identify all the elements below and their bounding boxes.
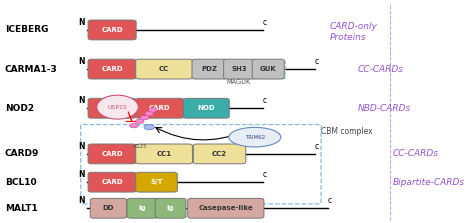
FancyBboxPatch shape: [252, 59, 284, 79]
Text: NBD-CARDs: NBD-CARDs: [358, 104, 411, 113]
Text: NOD: NOD: [198, 105, 215, 111]
FancyBboxPatch shape: [224, 59, 255, 79]
Text: GUK: GUK: [260, 66, 277, 72]
Text: N: N: [78, 142, 85, 151]
Text: SH3: SH3: [232, 66, 247, 72]
Circle shape: [148, 108, 157, 112]
Text: CC: CC: [159, 66, 169, 72]
Text: USP15: USP15: [108, 105, 128, 110]
Text: S/T: S/T: [150, 179, 163, 185]
Text: MAGUK: MAGUK: [226, 79, 250, 85]
FancyBboxPatch shape: [88, 98, 136, 118]
Text: MALT1: MALT1: [5, 204, 38, 213]
Text: PDZ: PDZ: [201, 66, 218, 72]
Text: CC1: CC1: [156, 151, 172, 157]
FancyBboxPatch shape: [88, 59, 136, 79]
FancyBboxPatch shape: [155, 198, 186, 218]
FancyBboxPatch shape: [183, 98, 229, 118]
Text: BCL10: BCL10: [5, 178, 36, 187]
Ellipse shape: [97, 95, 138, 119]
Text: Casepase-like: Casepase-like: [199, 205, 253, 211]
Text: CARD: CARD: [101, 151, 123, 157]
Text: Ig: Ig: [167, 205, 174, 211]
Text: CARD: CARD: [149, 105, 171, 111]
Text: CARD9: CARD9: [5, 149, 39, 158]
Text: N: N: [78, 170, 85, 179]
FancyBboxPatch shape: [136, 98, 184, 118]
Text: c: c: [328, 196, 332, 205]
FancyBboxPatch shape: [127, 198, 158, 218]
Text: ICEBERG: ICEBERG: [5, 25, 48, 35]
Text: CARD: CARD: [101, 105, 123, 111]
FancyBboxPatch shape: [193, 144, 246, 164]
Text: CBM complex: CBM complex: [321, 127, 373, 136]
Text: c: c: [263, 96, 267, 105]
FancyBboxPatch shape: [136, 144, 192, 164]
Circle shape: [144, 125, 155, 130]
Text: c: c: [315, 57, 319, 66]
Text: Ig: Ig: [138, 205, 146, 211]
Text: c: c: [263, 18, 267, 27]
Text: NOD2: NOD2: [5, 104, 34, 113]
FancyBboxPatch shape: [90, 198, 127, 218]
Text: CARMA1-3: CARMA1-3: [5, 65, 58, 74]
Text: N: N: [78, 96, 85, 105]
FancyBboxPatch shape: [188, 198, 264, 218]
Text: N: N: [78, 196, 85, 205]
Text: CARD-only
Proteins: CARD-only Proteins: [330, 23, 378, 42]
FancyBboxPatch shape: [88, 20, 136, 40]
Ellipse shape: [229, 127, 281, 147]
Text: CC-CARDs: CC-CARDs: [358, 65, 404, 74]
FancyBboxPatch shape: [136, 59, 192, 79]
Text: c: c: [263, 170, 267, 179]
Text: CC2: CC2: [212, 151, 227, 157]
Text: CARD: CARD: [101, 27, 123, 33]
Circle shape: [145, 112, 154, 116]
Text: N: N: [78, 57, 85, 66]
Text: K125: K125: [134, 144, 147, 149]
FancyBboxPatch shape: [136, 172, 177, 192]
Text: TRIM62: TRIM62: [245, 135, 265, 140]
Circle shape: [130, 124, 138, 128]
Text: DD: DD: [103, 205, 114, 211]
Text: CARD: CARD: [101, 66, 123, 72]
FancyBboxPatch shape: [88, 172, 136, 192]
Circle shape: [140, 116, 149, 120]
FancyBboxPatch shape: [88, 144, 136, 164]
Text: c: c: [315, 142, 319, 151]
Text: CARD: CARD: [101, 179, 123, 185]
Text: N: N: [78, 18, 85, 27]
Text: CC-CARDs: CC-CARDs: [392, 149, 438, 158]
FancyBboxPatch shape: [192, 59, 227, 79]
Circle shape: [135, 119, 144, 124]
Text: Bipartite-CARDs: Bipartite-CARDs: [392, 178, 465, 187]
